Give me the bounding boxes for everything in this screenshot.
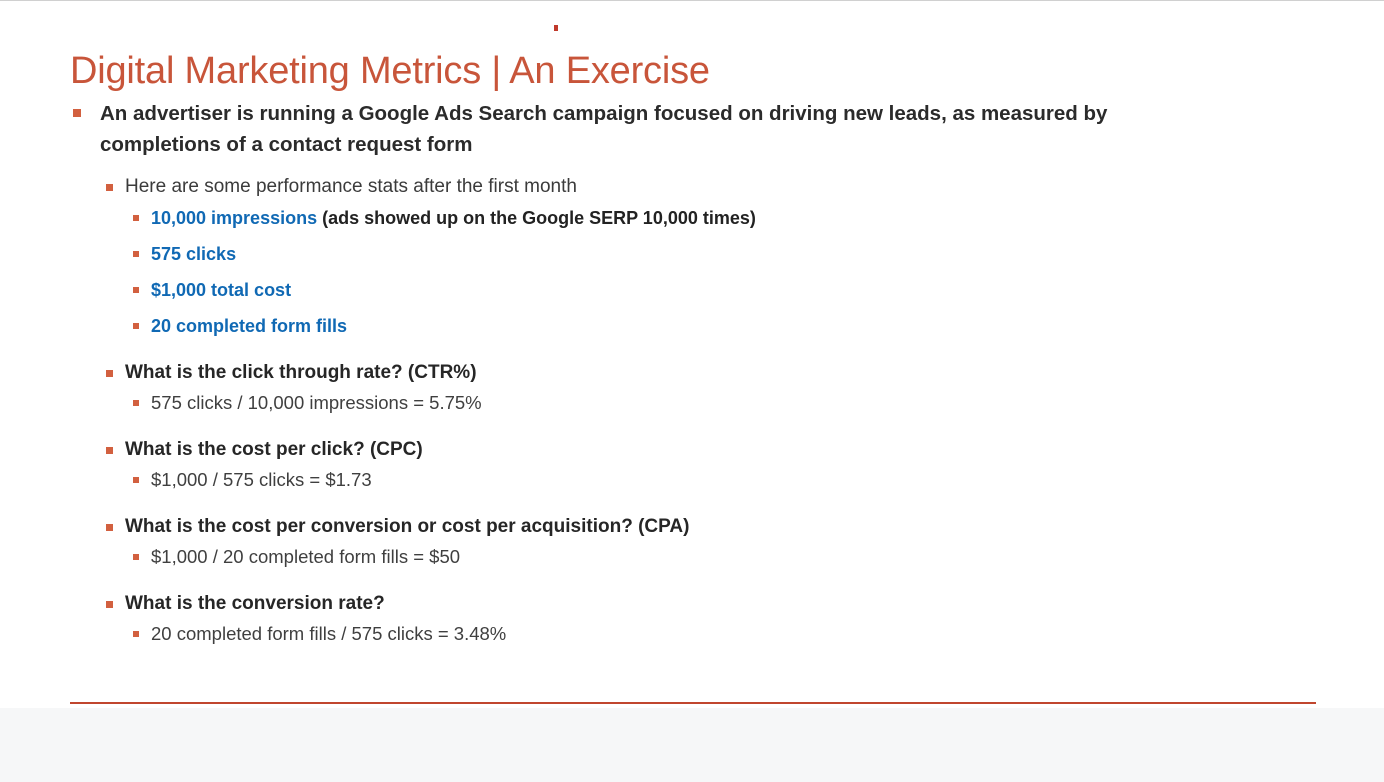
square-bullet-icon [133, 631, 139, 637]
answer-text: $1,000 / 20 completed form fills = $50 [151, 546, 461, 567]
question-item: What is the cost per conversion or cost … [0, 512, 1384, 542]
question-text: What is the cost per click? (CPC) [125, 439, 423, 460]
stats-heading: Here are some performance stats after th… [0, 172, 1384, 202]
stat-note: (ads showed up on the Google SERP 10,000… [317, 208, 756, 228]
answer-text: 20 completed form fills / 575 clicks = 3… [151, 623, 507, 644]
square-bullet-icon [106, 370, 113, 377]
slide-footer-area [0, 708, 1384, 782]
stat-value: 10,000 impressions [151, 208, 318, 228]
answer-item: $1,000 / 20 completed form fills = $50 [0, 543, 1384, 571]
square-bullet-icon [133, 477, 139, 483]
stat-item: 10,000 impressions (ads showed up on the… [0, 204, 1384, 232]
answer-item: 20 completed form fills / 575 clicks = 3… [0, 620, 1384, 648]
intro-text: An advertiser is running a Google Ads Se… [100, 102, 1108, 156]
square-bullet-icon [106, 184, 113, 191]
square-bullet-icon [133, 554, 139, 560]
stat-item: 575 clicks [0, 240, 1384, 268]
stray-mark [554, 25, 558, 31]
stat-value: $1,000 total cost [151, 280, 292, 300]
answer-text: $1,000 / 575 clicks = $1.73 [151, 469, 372, 490]
stat-item: $1,000 total cost [0, 276, 1384, 304]
answer-text: 575 clicks / 10,000 impressions = 5.75% [151, 392, 482, 413]
question-item: What is the conversion rate? [0, 589, 1384, 619]
square-bullet-icon [73, 109, 81, 117]
page-title: Digital Marketing Metrics | An Exercise [70, 50, 710, 93]
question-text: What is the conversion rate? [125, 593, 385, 614]
slide-body: An advertiser is running a Google Ads Se… [0, 98, 1384, 654]
intro-bullet: An advertiser is running a Google Ads Se… [0, 98, 1384, 160]
square-bullet-icon [133, 287, 139, 293]
question-item: What is the cost per click? (CPC) [0, 435, 1384, 465]
footer-divider [70, 702, 1316, 704]
answer-item: 575 clicks / 10,000 impressions = 5.75% [0, 389, 1384, 417]
square-bullet-icon [106, 524, 113, 531]
square-bullet-icon [133, 251, 139, 257]
stat-value: 20 completed form fills [151, 316, 348, 336]
stat-item: 20 completed form fills [0, 312, 1384, 340]
question-item: What is the click through rate? (CTR%) [0, 358, 1384, 388]
stat-value: 575 clicks [151, 244, 237, 264]
square-bullet-icon [106, 601, 113, 608]
question-text: What is the cost per conversion or cost … [125, 516, 690, 537]
square-bullet-icon [133, 215, 139, 221]
square-bullet-icon [133, 400, 139, 406]
stats-heading-text: Here are some performance stats after th… [125, 176, 577, 197]
answer-item: $1,000 / 575 clicks = $1.73 [0, 466, 1384, 494]
question-text: What is the click through rate? (CTR%) [125, 362, 477, 383]
square-bullet-icon [133, 323, 139, 329]
square-bullet-icon [106, 447, 113, 454]
